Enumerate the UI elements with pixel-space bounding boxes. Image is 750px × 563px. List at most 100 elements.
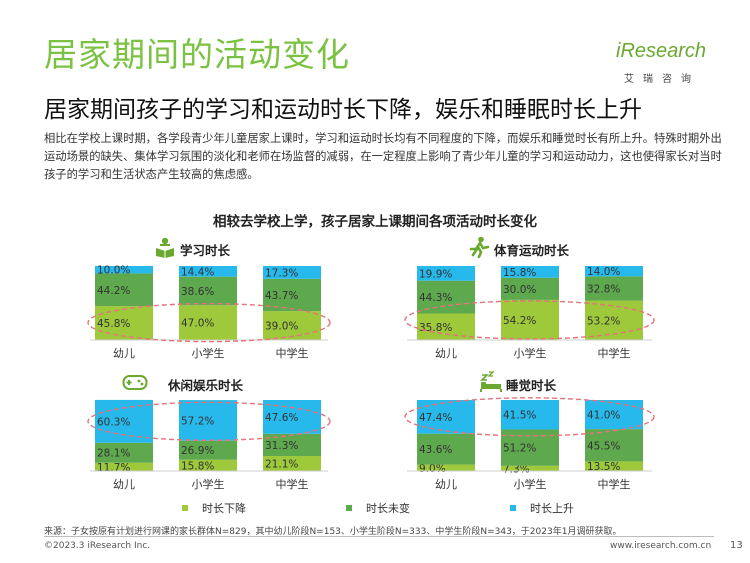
bar-study-2-decrease <box>263 311 321 340</box>
label-study-0-decrease: 45.8% <box>97 318 130 330</box>
logo-subtext: 艾瑞咨询 <box>624 74 700 85</box>
bar-sports-1-increase <box>501 266 559 278</box>
label-sleep-2-decrease: 13.5% <box>587 461 620 473</box>
chart-title: 相较去学校上学，孩子居家上课期间各项活动时长变化 <box>213 214 537 230</box>
bar-sleep-1-increase <box>501 400 559 430</box>
footer-divider <box>44 536 714 537</box>
category-sleep-2: 中学生 <box>598 477 631 491</box>
label-sports-0-decrease: 35.8% <box>419 322 452 334</box>
bar-leisure-1-increase <box>179 400 237 441</box>
category-study-2: 中学生 <box>276 346 309 360</box>
bar-leisure-0-decrease <box>95 462 153 471</box>
bar-study-2-increase <box>263 266 321 279</box>
category-study-1: 小学生 <box>192 346 225 360</box>
website-link[interactable]: www.iresearch.com.cn <box>610 541 712 551</box>
panel-title-sports: 体育运动时长 <box>494 243 570 258</box>
label-leisure-2-decrease: 21.1% <box>265 459 298 471</box>
highlight-ellipse-sleep <box>404 397 655 437</box>
bar-study-1-unchanged <box>179 276 237 306</box>
gamepad-icon <box>122 375 148 390</box>
label-sports-0-unchanged: 44.3% <box>419 292 452 304</box>
bar-study-0-decrease <box>95 306 153 340</box>
sports-icon <box>469 236 490 258</box>
bar-leisure-0-unchanged <box>95 442 153 463</box>
bar-sports-1-decrease <box>501 299 559 340</box>
label-sports-0-increase: 19.9% <box>419 268 452 280</box>
label-sleep-2-increase: 41.0% <box>587 410 620 422</box>
chart-legend: 时长下降 时长未变 时长上升 <box>160 500 610 516</box>
logo-text: iResearch <box>616 40 707 62</box>
label-study-1-unchanged: 38.6% <box>181 286 214 298</box>
study-icon <box>156 237 174 258</box>
label-leisure-0-increase: 60.3% <box>97 416 130 428</box>
category-leisure-1: 小学生 <box>192 477 225 491</box>
bar-leisure-1-decrease <box>179 459 237 471</box>
category-sports-2: 中学生 <box>598 346 631 360</box>
panel-title-study: 学习时长 <box>180 243 231 258</box>
category-leisure-0: 幼儿 <box>113 478 135 491</box>
category-study-0: 幼儿 <box>113 347 135 360</box>
label-study-1-increase: 14.4% <box>181 266 214 278</box>
legend-swatch-decrease <box>182 505 188 511</box>
label-study-0-unchanged: 44.2% <box>97 285 130 297</box>
highlight-ellipse-study <box>87 302 331 343</box>
bar-sleep-1-decrease <box>501 465 559 471</box>
label-study-2-unchanged: 43.7% <box>265 290 298 302</box>
label-sports-1-decrease: 54.2% <box>503 315 536 327</box>
legend-label-unchanged: 时长未变 <box>366 502 410 515</box>
page-title: 居家期间的活动变化 <box>44 35 350 74</box>
label-sleep-1-decrease: 7.3% <box>503 463 530 475</box>
label-sports-1-unchanged: 30.0% <box>503 284 536 296</box>
sleep-icon <box>480 371 502 392</box>
panel-title-leisure: 休闲娱乐时长 <box>168 378 244 393</box>
label-sleep-2-unchanged: 45.5% <box>587 440 620 452</box>
highlight-ellipse-sports <box>404 300 655 340</box>
label-leisure-0-decrease: 11.7% <box>97 462 130 474</box>
bar-sports-2-increase <box>585 266 643 277</box>
legend-label-decrease: 时长下降 <box>202 502 246 515</box>
label-leisure-1-decrease: 15.8% <box>181 460 214 472</box>
bar-sports-0-increase <box>417 266 475 281</box>
label-leisure-2-unchanged: 31.3% <box>265 440 298 452</box>
bar-study-0-increase <box>95 266 153 274</box>
legend-item-increase: 时长上升 <box>510 500 574 516</box>
label-sleep-0-unchanged: 43.6% <box>419 444 452 456</box>
label-study-2-increase: 17.3% <box>265 267 298 279</box>
label-sleep-0-increase: 47.4% <box>419 412 452 424</box>
bar-sleep-0-unchanged <box>417 433 475 465</box>
highlight-ellipse-leisure <box>87 401 331 442</box>
bar-sports-1-unchanged <box>501 277 559 300</box>
legend-swatch-increase <box>510 505 516 511</box>
legend-item-unchanged: 时长未变 <box>346 500 410 516</box>
page-number: 13 <box>730 540 743 551</box>
panel-title-sleep: 睡觉时长 <box>506 378 557 393</box>
label-sleep-1-unchanged: 51.2% <box>503 443 536 455</box>
copyright: ©2023.3 iResearch Inc. <box>44 541 151 551</box>
source-note: 来源：子女按原有计划进行网课的家长群体N=829，其中幼儿阶段N=153、小学生… <box>44 527 622 537</box>
bar-sports-2-unchanged <box>585 276 643 301</box>
bar-study-1-decrease <box>179 305 237 340</box>
bar-study-1-increase <box>179 266 237 277</box>
bar-sleep-0-decrease <box>417 464 475 471</box>
page-subtitle: 居家期间孩子的学习和运动时长下降，娱乐和睡眠时长上升 <box>44 97 642 123</box>
bar-sports-0-unchanged <box>417 280 475 314</box>
intro-paragraph: 相比在学校上课时期，各学段青少年儿童居家上课时，学习和运动时长均有不同程度的下降… <box>44 132 722 181</box>
label-leisure-1-increase: 57.2% <box>181 415 214 427</box>
legend-label-increase: 时长上升 <box>530 502 574 515</box>
label-sports-2-decrease: 53.2% <box>587 315 620 327</box>
category-sleep-1: 小学生 <box>514 477 547 491</box>
bar-study-2-unchanged <box>263 278 321 312</box>
label-study-0-increase: 10.0% <box>97 265 130 277</box>
label-leisure-0-unchanged: 28.1% <box>97 448 130 460</box>
label-sports-2-unchanged: 32.8% <box>587 283 620 295</box>
label-leisure-2-increase: 47.6% <box>265 412 298 424</box>
bar-sleep-2-decrease <box>585 461 643 471</box>
iresearch-logo: iResearch 艾瑞咨询 <box>616 40 716 86</box>
category-sleep-0: 幼儿 <box>435 478 457 491</box>
bar-study-0-unchanged <box>95 273 153 307</box>
bar-leisure-1-unchanged <box>179 440 237 460</box>
bar-sleep-2-unchanged <box>585 429 643 462</box>
label-sleep-1-increase: 41.5% <box>503 410 536 422</box>
label-study-2-decrease: 39.0% <box>265 321 298 333</box>
